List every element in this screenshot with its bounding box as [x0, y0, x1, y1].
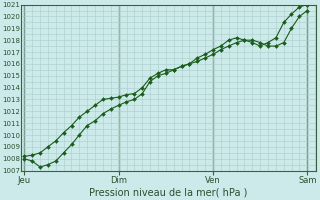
X-axis label: Pression niveau de la mer( hPa ): Pression niveau de la mer( hPa )	[90, 188, 248, 198]
